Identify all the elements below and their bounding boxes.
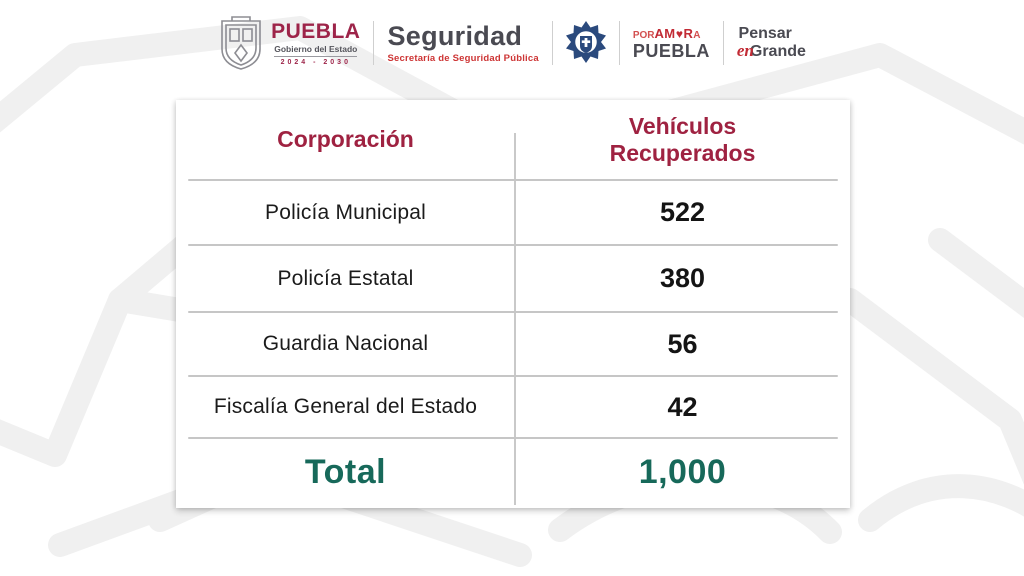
row-label: Policía Municipal bbox=[265, 200, 426, 224]
en-grande-line: en Grande bbox=[737, 42, 806, 60]
por-amor-a-puebla-logo: POR AM ♥ R A PUEBLA bbox=[633, 27, 710, 60]
table-row: Fiscalía General del Estado 42 bbox=[176, 377, 850, 437]
seguridad-logo: Seguridad Secretaría de Seguridad Públic… bbox=[387, 20, 539, 64]
table-row: Policía Estatal 380 bbox=[176, 246, 850, 311]
row-divider bbox=[188, 179, 838, 181]
table-row: Guardia Nacional 56 bbox=[176, 313, 850, 375]
puebla-gobierno-logo: PUEBLA Gobierno del Estado 2024 - 2030 bbox=[271, 21, 360, 66]
row-divider bbox=[188, 437, 838, 439]
police-badge-icon bbox=[565, 21, 606, 63]
logo-divider bbox=[722, 21, 724, 65]
row-value: 42 bbox=[667, 391, 698, 422]
logo-divider bbox=[373, 21, 375, 65]
column-header-vehiculos-recuperados: Vehículos Recuperados bbox=[609, 113, 756, 166]
a-text: A bbox=[693, 29, 701, 41]
row-divider bbox=[188, 375, 838, 377]
table-header-row: Corporación Vehículos Recuperados bbox=[176, 100, 850, 179]
por-amor-line: POR AM ♥ R A bbox=[633, 27, 701, 41]
por-text: POR bbox=[632, 29, 655, 41]
column-divider bbox=[514, 133, 516, 505]
table-total-row: Total 1,000 bbox=[176, 439, 850, 505]
logo-divider bbox=[618, 21, 620, 65]
term-years: 2024 - 2030 bbox=[280, 58, 351, 66]
pensar-en-grande-logo: Pensar en Grande bbox=[737, 26, 806, 60]
row-value: 522 bbox=[659, 197, 706, 227]
total-value: 1,000 bbox=[638, 452, 727, 491]
column-header-corporacion: Corporación bbox=[277, 126, 414, 153]
row-value: 380 bbox=[659, 263, 706, 293]
seguridad-title: Seguridad bbox=[387, 20, 523, 51]
total-label: Total bbox=[304, 452, 387, 491]
amor-text-right: R bbox=[683, 25, 694, 41]
row-divider bbox=[188, 311, 838, 313]
grande-text: Grande bbox=[749, 43, 806, 60]
puebla-text: PUEBLA bbox=[632, 40, 710, 61]
header-logo-strip: PUEBLA Gobierno del Estado 2024 - 2030 S… bbox=[0, 12, 1024, 74]
vehicles-recovered-table-card: Corporación Vehículos Recuperados Policí… bbox=[176, 100, 850, 508]
logo-divider bbox=[551, 21, 553, 65]
puebla-wordmark: PUEBLA bbox=[271, 19, 361, 43]
row-value: 56 bbox=[667, 328, 698, 359]
row-divider bbox=[188, 244, 838, 246]
row-label: Fiscalía General del Estado bbox=[213, 395, 478, 418]
puebla-coat-of-arms-icon bbox=[221, 16, 261, 70]
en-script-text: en bbox=[736, 41, 754, 60]
gobierno-subtitle: Gobierno del Estado bbox=[274, 44, 358, 57]
row-label: Guardia Nacional bbox=[262, 332, 429, 355]
heart-icon: ♥ bbox=[675, 26, 683, 41]
amor-text-left: AM bbox=[654, 25, 676, 41]
pensar-text: Pensar bbox=[738, 25, 792, 42]
secretaria-subtitle: Secretaría de Seguridad Pública bbox=[387, 52, 539, 64]
table-row: Policía Municipal 522 bbox=[176, 181, 850, 244]
row-label: Policía Estatal bbox=[277, 266, 414, 290]
